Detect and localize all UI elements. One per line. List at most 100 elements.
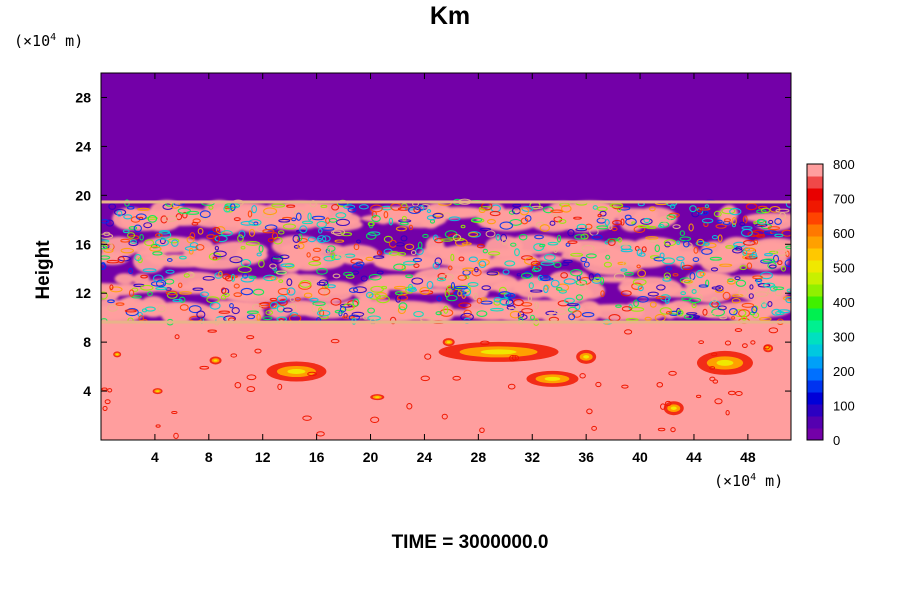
contour-speck — [418, 205, 425, 212]
contour-speck — [665, 266, 673, 271]
contour-speck — [223, 204, 231, 213]
contour-speck — [564, 297, 575, 304]
contour-speck — [320, 204, 328, 209]
contour-speck — [734, 276, 741, 281]
contour-speck — [767, 226, 781, 231]
contour-speck — [649, 239, 659, 243]
contour-speck — [567, 229, 575, 237]
contour-speck — [520, 217, 529, 225]
contour-speck — [633, 225, 646, 234]
contour-speck — [316, 267, 328, 275]
contour-speck — [380, 285, 388, 290]
colorbar-label: 200 — [833, 364, 855, 379]
contour-speck — [373, 255, 385, 259]
contour-speck — [617, 261, 627, 266]
contour-speck — [659, 252, 665, 259]
contour-speck — [101, 233, 114, 240]
y-unit-prefix: (×10 — [14, 32, 51, 50]
warm-patch-peak — [583, 355, 590, 359]
red-speck — [370, 416, 380, 424]
contour-speck — [695, 269, 705, 279]
contour-speck — [489, 307, 504, 312]
colorbar-segment — [807, 188, 823, 201]
contour-speck — [717, 305, 727, 311]
contour-speck — [168, 238, 180, 244]
contour-speck — [763, 230, 778, 236]
contour-speck — [113, 208, 127, 216]
contour-speck — [166, 257, 173, 262]
contour-speck — [649, 206, 656, 212]
contour-speck — [247, 210, 253, 218]
contour-speck — [296, 237, 308, 243]
contour-speck — [664, 297, 670, 304]
contour-speck — [631, 221, 636, 225]
contour-speck — [389, 316, 397, 325]
contour-speck — [417, 241, 423, 250]
contour-speck — [592, 205, 598, 210]
contour-speck — [471, 217, 483, 223]
contour-speck — [543, 253, 556, 261]
red-speck — [734, 328, 743, 332]
contour-speck — [499, 221, 514, 230]
contour-speck — [588, 273, 595, 281]
contour-speck — [521, 308, 533, 314]
contour-speck — [527, 295, 532, 302]
colorbar-segment — [807, 320, 823, 333]
contour-speck — [278, 299, 288, 306]
contour-speck — [577, 282, 588, 291]
contour-speck — [135, 213, 147, 221]
contour-speck — [624, 214, 632, 220]
contour-speck — [773, 286, 785, 291]
y-tick-label: 20 — [75, 187, 91, 203]
contour-speck — [275, 270, 287, 275]
band-blob — [374, 300, 441, 318]
red-speck — [711, 352, 718, 357]
colorbar-label: 600 — [833, 226, 855, 241]
contour-speck — [549, 220, 556, 226]
contour-speck — [233, 292, 243, 298]
red-speck — [452, 375, 461, 381]
contour-speck — [703, 242, 710, 246]
contour-speck — [133, 224, 142, 233]
contour-speck — [258, 244, 264, 253]
red-speck — [698, 340, 705, 345]
contour-speck — [722, 291, 731, 300]
red-speck — [316, 431, 325, 437]
time-label: TIME = 3000000.0 — [391, 532, 549, 553]
contour-speck — [509, 310, 522, 319]
contour-speck — [188, 247, 194, 255]
colorbar-segment — [807, 248, 823, 261]
contour-speck — [710, 267, 719, 272]
contour-speck — [214, 235, 228, 243]
contour-speck — [202, 275, 215, 281]
contour-speck — [733, 309, 747, 318]
contour-speck — [523, 270, 532, 279]
contour-speck — [711, 297, 718, 303]
contour-speck — [143, 222, 153, 229]
red-speck — [624, 329, 633, 335]
contour-speck — [404, 243, 415, 251]
contour-speck — [179, 291, 192, 295]
contour-speck — [128, 240, 139, 247]
contour-speck — [348, 287, 359, 293]
contour-speck — [516, 273, 522, 277]
contour-speck — [405, 286, 414, 294]
contour-speck — [745, 202, 758, 211]
contour-speck — [603, 261, 613, 268]
contour-speck — [533, 243, 545, 252]
x-tick-label: 44 — [686, 449, 702, 465]
contour-speck — [636, 264, 641, 269]
contour-speck — [292, 234, 301, 243]
contour-speck — [171, 239, 179, 247]
contour-speck — [580, 233, 589, 240]
band-blob — [114, 273, 135, 285]
contour-speck — [367, 315, 381, 321]
colorbar-segment — [807, 296, 823, 309]
contour-speck — [233, 283, 240, 289]
contour-speck — [101, 219, 110, 224]
contour-speck — [649, 301, 657, 308]
contour-speck — [358, 204, 369, 210]
contour-speck — [714, 288, 725, 293]
contour-speck — [282, 307, 293, 313]
contour-speck — [301, 220, 314, 225]
